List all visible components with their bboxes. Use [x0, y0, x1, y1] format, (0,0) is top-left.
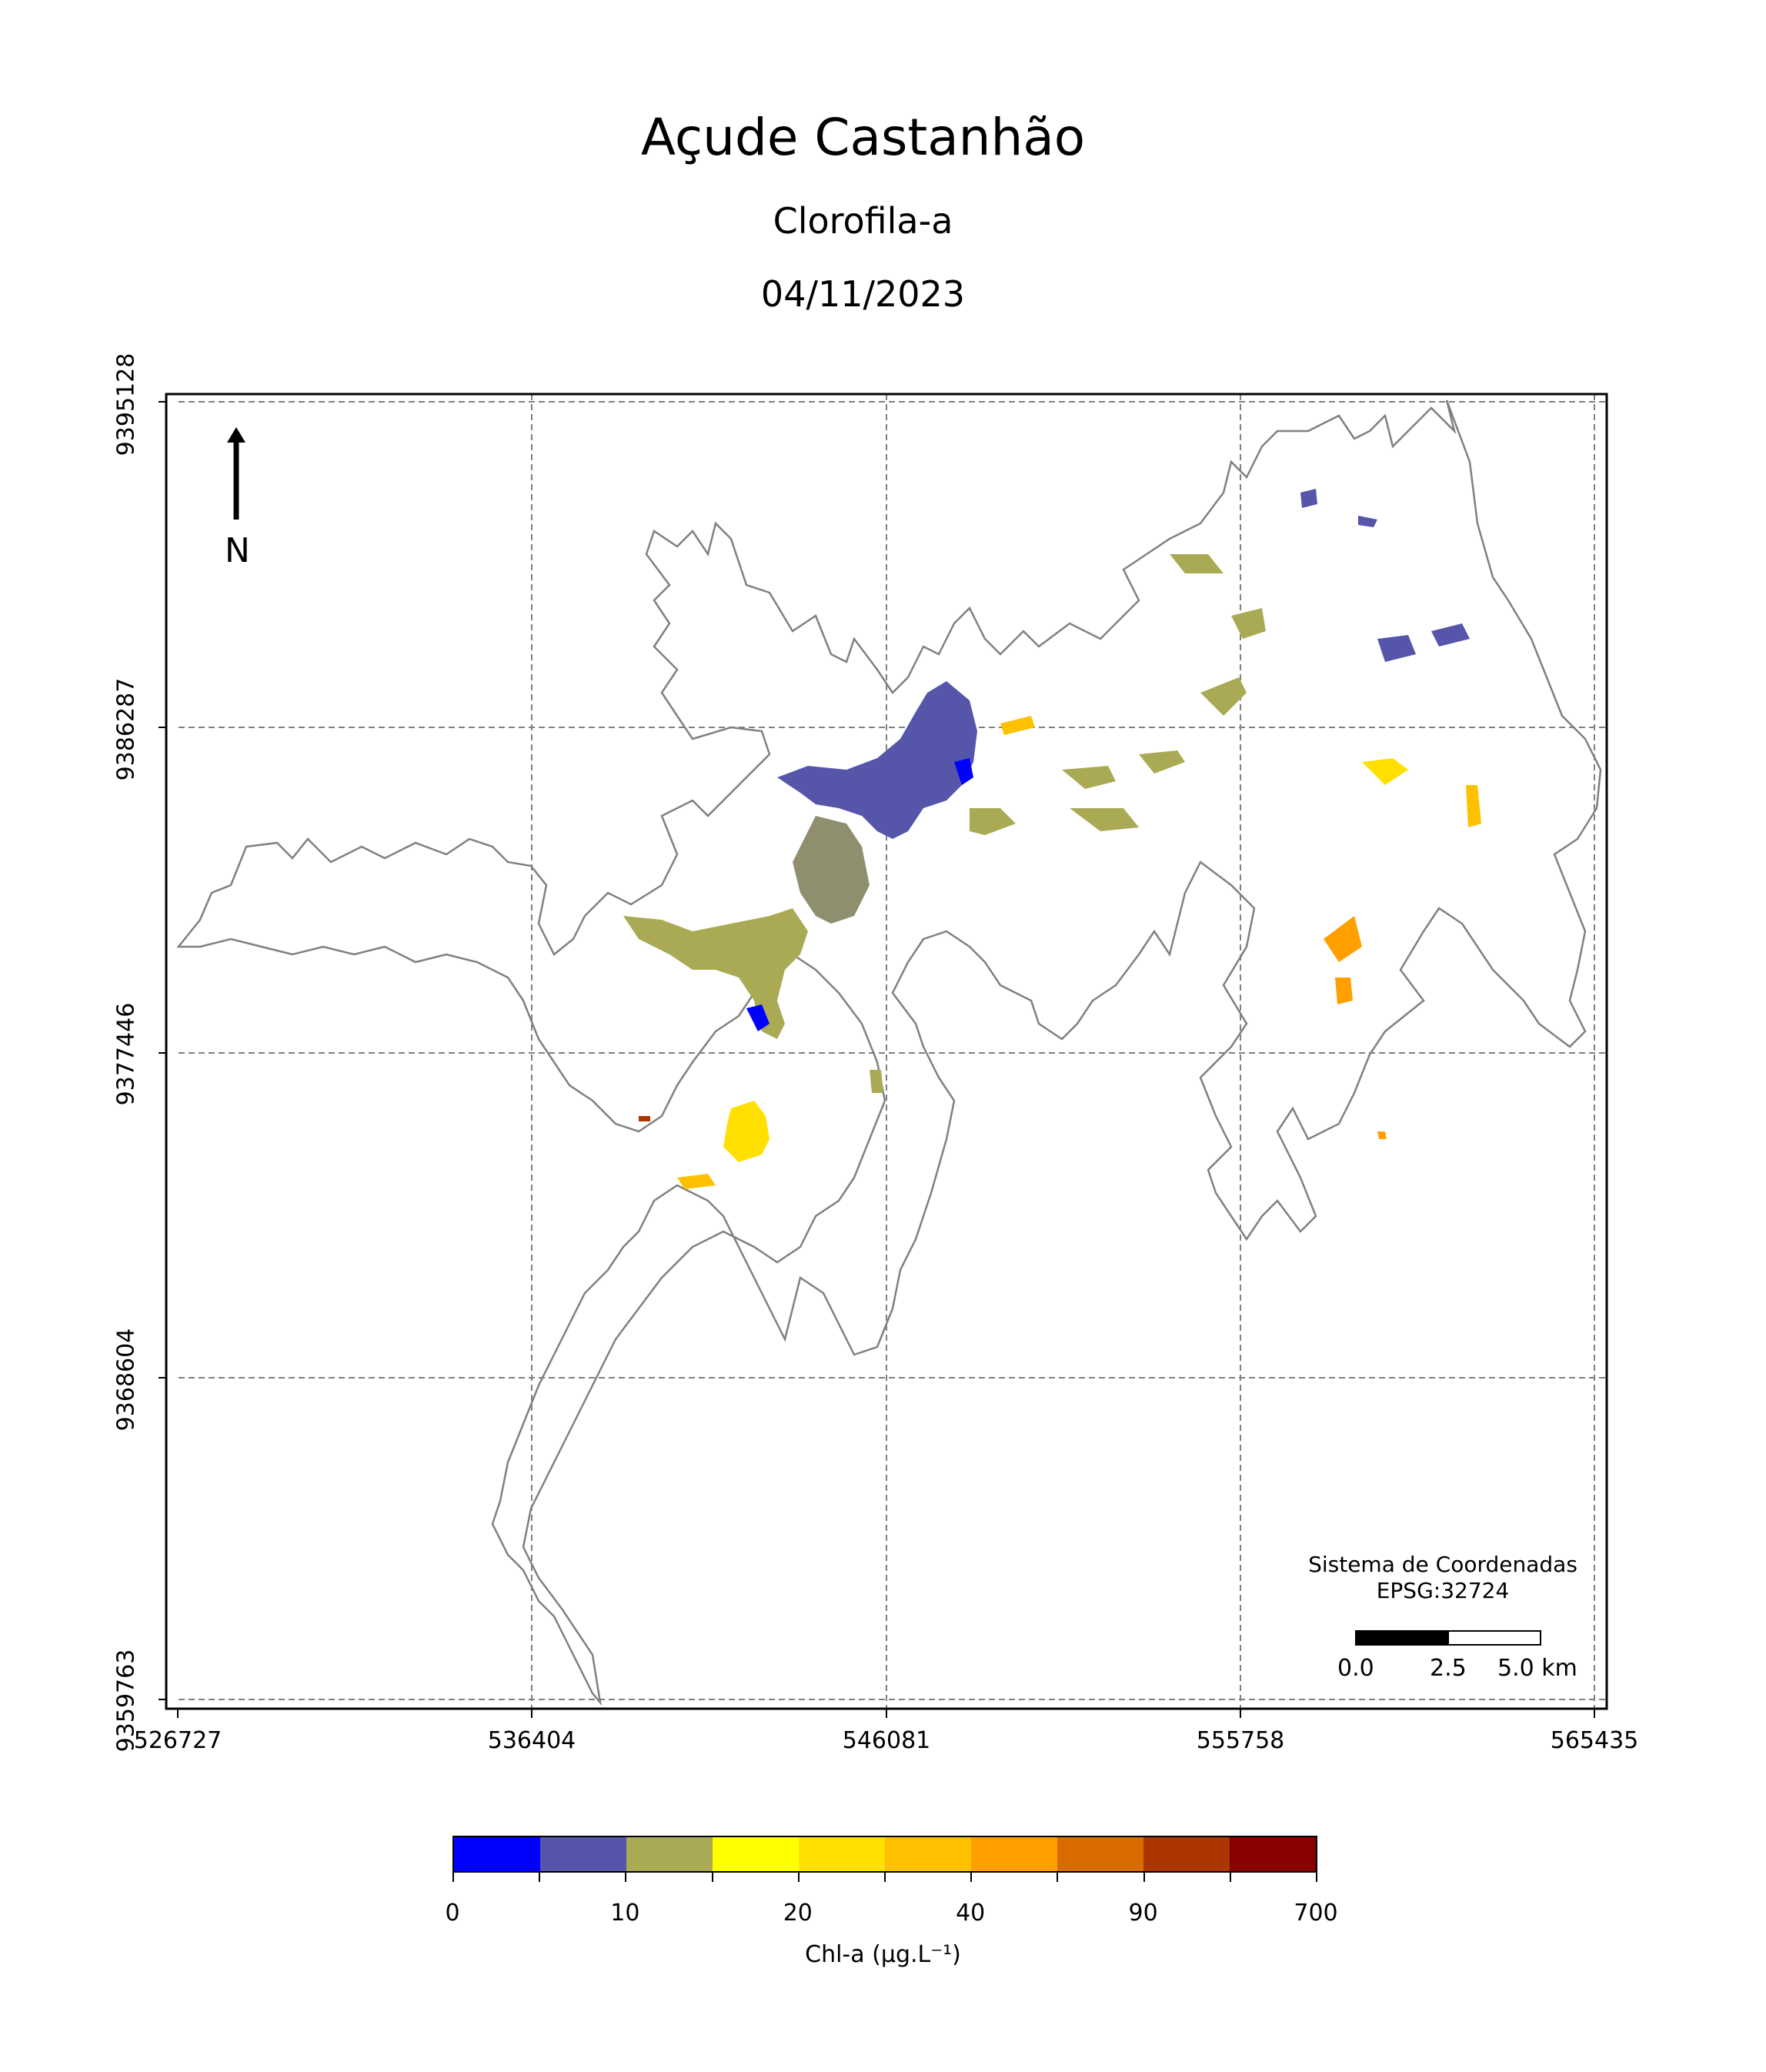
- x-tick-label: 526727: [133, 1727, 222, 1754]
- colorbar-segment: [799, 1837, 885, 1871]
- crs-code: EPSG:32724: [1376, 1578, 1510, 1603]
- colorbar-segment: [1057, 1837, 1143, 1871]
- colorbar-segment: [971, 1837, 1057, 1871]
- colorbar-segment: [626, 1837, 713, 1871]
- y-tick-label: 9395128: [112, 353, 140, 456]
- colorbar: [452, 1836, 1317, 1873]
- colorbar-segment: [1230, 1837, 1316, 1871]
- colorbar-tick-mark: [884, 1873, 886, 1882]
- north-label: N: [225, 531, 250, 570]
- colorbar-tick-mark: [1229, 1873, 1231, 1882]
- map-title: Açude Castanhão: [640, 108, 1086, 167]
- grid: [179, 394, 1607, 1709]
- colorbar-tick-mark: [1143, 1873, 1145, 1882]
- scalebar-label: 2.5: [1430, 1655, 1467, 1682]
- x-tick-label: 546081: [842, 1727, 931, 1754]
- x-tick-label: 555758: [1196, 1727, 1285, 1754]
- y-tick-label: 9377446: [112, 1002, 140, 1106]
- y-tick-label: 9359763: [112, 1649, 140, 1753]
- y-tick-label: 9386287: [112, 677, 140, 781]
- colorbar-tick-mark: [970, 1873, 973, 1882]
- colorbar-segment: [540, 1837, 626, 1871]
- colorbar-tick-label: 700: [1294, 1900, 1338, 1927]
- north-arrow-icon: [227, 427, 245, 520]
- colorbar-segment: [1143, 1837, 1230, 1871]
- map-date: 04/11/2023: [760, 273, 966, 315]
- colorbar-tick-mark: [625, 1873, 627, 1882]
- colorbar-tick-mark: [1057, 1873, 1059, 1882]
- crs-title: Sistema de Coordenadas: [1308, 1552, 1577, 1577]
- axis-ticks: [159, 401, 1595, 1718]
- colorbar-tick-mark: [1316, 1873, 1317, 1882]
- y-tick-label: 9368604: [112, 1328, 140, 1432]
- colorbar-tick-label: 90: [1128, 1900, 1158, 1927]
- scalebar-label: 5.0 km: [1497, 1655, 1577, 1682]
- reservoir-outline: [176, 399, 1602, 1706]
- scalebar-label: 0.0: [1337, 1655, 1374, 1682]
- colorbar-segment: [454, 1837, 540, 1871]
- x-tick-label: 536404: [487, 1727, 576, 1754]
- colorbar-tick-mark: [539, 1873, 541, 1882]
- chlorophyll-patches: [623, 489, 1481, 1189]
- map-subtitle: Clorofila-a: [773, 200, 953, 242]
- colorbar-label: Chl-a (μg.L⁻¹): [805, 1941, 961, 1968]
- colorbar-tick-mark: [711, 1873, 713, 1882]
- colorbar-segment: [885, 1837, 971, 1871]
- scale-bar: [1355, 1630, 1541, 1646]
- x-tick-label: 565435: [1550, 1727, 1639, 1754]
- map-frame: [165, 393, 1608, 1710]
- colorbar-tick-label: 20: [783, 1900, 813, 1927]
- colorbar-segment: [713, 1837, 799, 1871]
- colorbar-tick-label: 40: [956, 1900, 986, 1927]
- colorbar-tick-label: 10: [610, 1900, 640, 1927]
- colorbar-tick-mark: [452, 1873, 454, 1882]
- colorbar-tick-mark: [797, 1873, 800, 1882]
- colorbar-tick-label: 0: [445, 1900, 460, 1927]
